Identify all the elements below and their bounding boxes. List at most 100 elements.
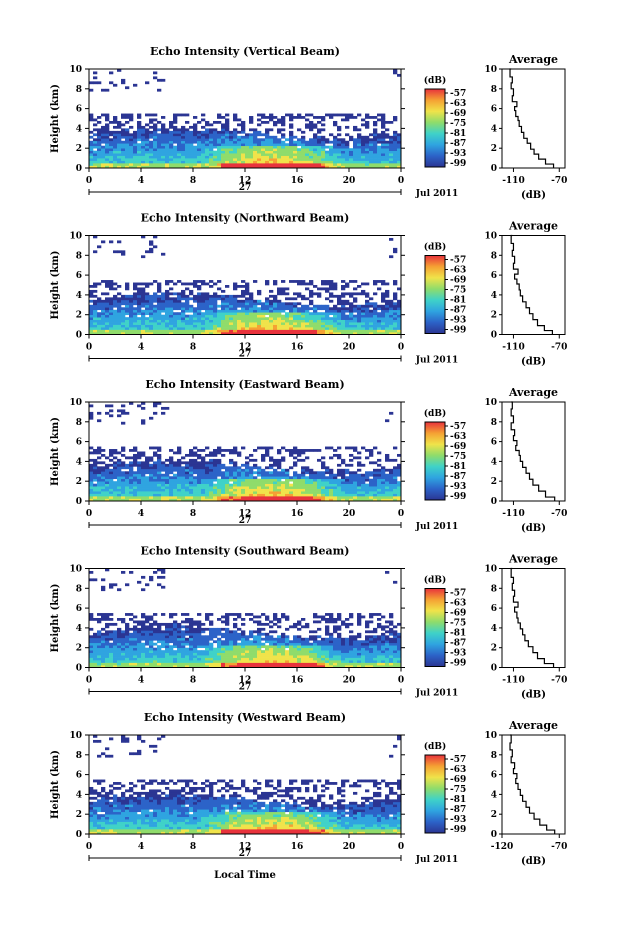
heat-cell [397, 496, 402, 499]
heat-cell [233, 478, 238, 482]
heat-cell [101, 133, 106, 137]
heat-cell [89, 327, 94, 330]
heat-cell [173, 461, 178, 465]
heat-cell [237, 285, 242, 288]
heat-cell [265, 158, 270, 161]
heat-cell [121, 449, 126, 452]
heat-cell [177, 446, 182, 450]
heat-cell [221, 486, 226, 489]
heat-cell [145, 632, 150, 636]
heat-cell [329, 150, 334, 154]
heat-cell [305, 113, 310, 117]
heat-cell [257, 622, 262, 626]
heat-cell [245, 332, 250, 335]
heat-cell [149, 488, 154, 492]
heat-cell [333, 473, 338, 477]
heat-cell [117, 451, 122, 455]
heat-cell [141, 620, 146, 624]
heat-cell [113, 486, 118, 489]
heat-cell [349, 153, 354, 156]
heat-cell [93, 314, 98, 318]
heat-cell [345, 486, 350, 489]
heat-cell [113, 583, 118, 587]
heat-cell [289, 453, 294, 457]
heat-cell [193, 488, 198, 492]
heat-cell [345, 285, 350, 288]
heat-cell [309, 138, 314, 142]
heat-cell [177, 332, 182, 335]
heat-cell [329, 116, 334, 119]
heat-cell [313, 483, 318, 487]
heat-cell [341, 304, 346, 308]
heat-cell [157, 287, 162, 291]
heat-cell [393, 329, 398, 333]
heat-cell [265, 160, 270, 164]
heat-cell [89, 118, 94, 122]
heat-cell [225, 150, 230, 154]
heat-cell [373, 471, 378, 475]
heat-cell [221, 660, 226, 663]
heat-cell [109, 302, 114, 306]
heat-cell [225, 471, 230, 475]
heat-cell [349, 314, 354, 318]
heat-cell [289, 150, 294, 154]
heat-cell [101, 627, 106, 631]
heat-cell [241, 481, 246, 484]
heat-cell [205, 637, 210, 641]
heat-cell [345, 145, 350, 149]
heat-cell [237, 302, 242, 306]
heat-cell [365, 158, 370, 161]
average-title: Average [508, 53, 558, 66]
heat-cell [385, 329, 390, 333]
heat-cell [257, 647, 262, 651]
heat-cell [89, 635, 94, 639]
heat-cell [269, 317, 274, 320]
heat-cell [121, 312, 126, 316]
heat-cell [393, 163, 398, 166]
heat-cell [393, 466, 398, 470]
heat-cell [393, 476, 398, 480]
heat-cell [233, 498, 238, 502]
heat-cell [361, 118, 366, 122]
heat-cell [189, 332, 194, 335]
heat-cell [149, 317, 154, 320]
heat-cell [125, 319, 130, 323]
heat-cell [353, 155, 358, 159]
heat-cell [321, 483, 326, 487]
heat-cell [165, 160, 170, 164]
heat-cell [313, 148, 318, 151]
heat-cell [313, 322, 318, 325]
heat-cell [237, 647, 242, 651]
heat-cell [113, 493, 118, 497]
heat-cell [129, 471, 134, 475]
heat-cell [285, 496, 290, 499]
colorbar-tick-label: -93 [450, 316, 466, 326]
heat-cell [221, 304, 226, 308]
heat-cell [269, 446, 274, 450]
heat-cell [241, 478, 246, 482]
heat-cell [337, 125, 342, 129]
heat-cell [189, 627, 194, 631]
heat-cell [109, 496, 114, 499]
heat-cell [117, 481, 122, 484]
heat-cell [89, 158, 94, 161]
heat-cell [241, 468, 246, 472]
heat-cell [201, 294, 206, 298]
heat-cell [361, 478, 366, 482]
heat-cell [377, 314, 382, 318]
heat-cell [89, 655, 94, 658]
heat-cell [113, 165, 118, 169]
heat-cell [229, 632, 234, 636]
heat-cell [209, 498, 214, 502]
heat-cell [201, 280, 206, 283]
heat-cell [341, 493, 346, 497]
heat-cell [237, 304, 242, 308]
heat-cell [137, 150, 142, 154]
heat-cell [265, 155, 270, 159]
heat-cell [373, 165, 378, 169]
heat-cell [261, 476, 266, 480]
heat-cell [313, 116, 318, 119]
heat-cell [261, 302, 266, 306]
heat-cell [317, 292, 322, 296]
heat-cell [289, 148, 294, 151]
